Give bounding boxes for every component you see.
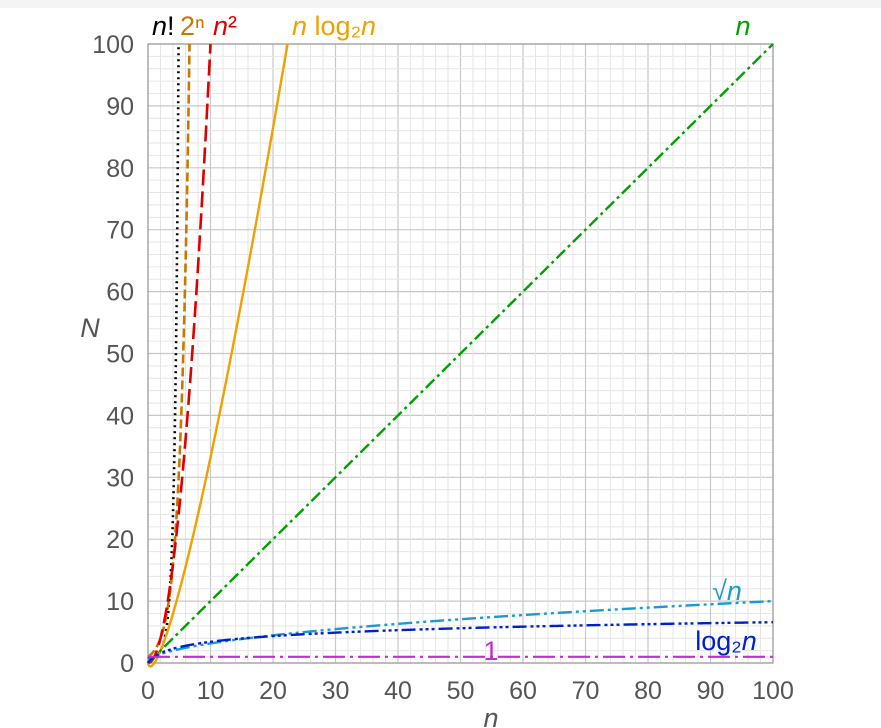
series-line-square	[147, 43, 212, 665]
series-label-log2: log₂n	[695, 626, 757, 656]
y-tick-label: 10	[106, 588, 134, 616]
x-tick-label: 60	[509, 677, 537, 705]
series-label-factorial: n!	[152, 11, 175, 41]
y-tick-label: 60	[106, 279, 134, 307]
series-line-pow2	[147, 43, 191, 658]
y-tick-label: 70	[106, 217, 134, 245]
series-line-log2	[147, 621, 773, 664]
series-label-constant: 1	[483, 636, 498, 666]
curves	[146, 43, 774, 668]
x-tick-label: 50	[447, 677, 475, 705]
series-label-square: n²	[213, 11, 237, 41]
axes	[147, 43, 774, 664]
series-label-sqrt: √n	[712, 576, 742, 606]
series-label-nlogn: n log₂n	[292, 11, 376, 41]
series-line-nlogn	[146, 43, 289, 668]
x-tick-label: 30	[322, 677, 350, 705]
x-tick-label: 90	[697, 677, 725, 705]
x-tick-label: 10	[197, 677, 225, 705]
x-tick-label: 100	[752, 677, 794, 705]
y-axis-label: N	[80, 313, 100, 343]
y-tick-label: 80	[106, 155, 134, 183]
y-tick-label: 20	[106, 526, 134, 554]
y-tick-label: 40	[106, 402, 134, 430]
x-tick-label: 70	[572, 677, 600, 705]
series-line-sqrt	[146, 599, 774, 664]
tick-labels: 0 10 20 30 40 50 60 70 80 90 100 0 10 20 30 40 50 60 70 80 9…	[92, 31, 794, 705]
series-line-linear	[147, 43, 774, 664]
top-band	[0, 0, 881, 8]
x-tick-label: 20	[259, 677, 287, 705]
x-tick-label: 80	[634, 677, 662, 705]
series-label-linear: n	[735, 11, 750, 41]
y-tick-label: 30	[106, 464, 134, 492]
y-tick-label: 90	[106, 93, 134, 121]
x-axis-label: n	[483, 703, 498, 728]
y-tick-label: 100	[92, 31, 134, 59]
series-label-pow2: 2ⁿ	[180, 11, 205, 41]
x-tick-label: 40	[384, 677, 412, 705]
y-tick-label: 50	[106, 341, 134, 369]
y-tick-label: 0	[120, 650, 134, 678]
plot-frame	[147, 43, 774, 664]
curve-labels: n! 2ⁿ n² n log₂n n √n log₂n 1	[152, 11, 757, 666]
x-tick-label: 0	[141, 677, 155, 705]
